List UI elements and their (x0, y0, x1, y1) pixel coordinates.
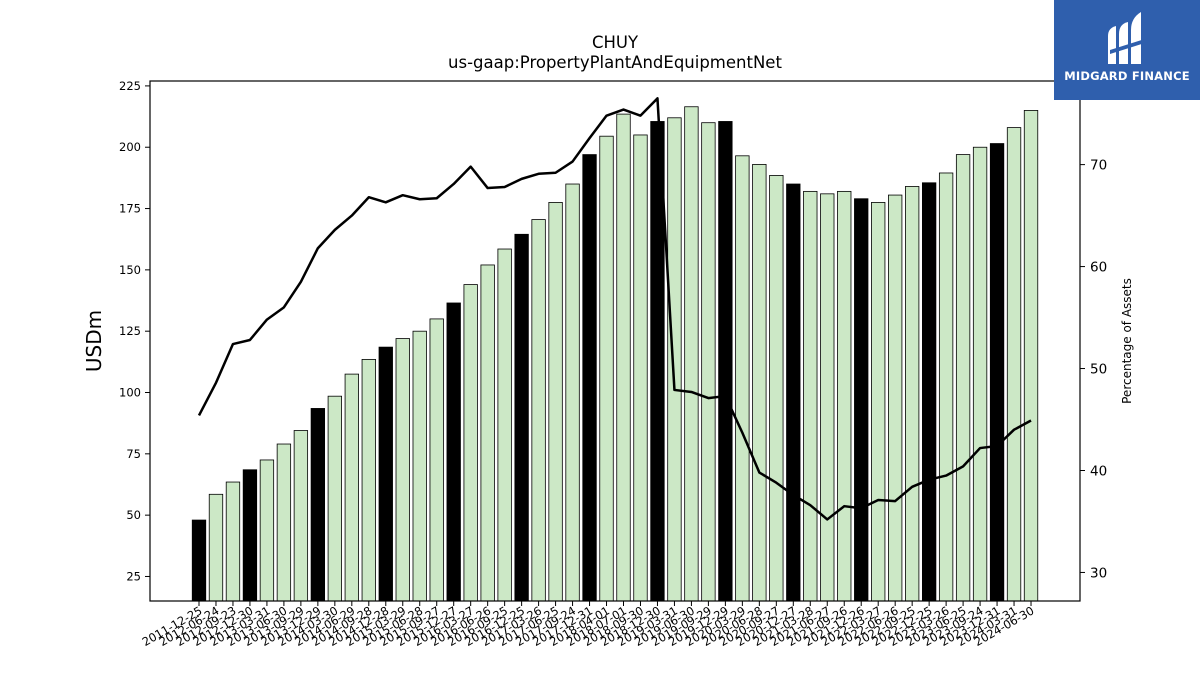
bar-2022-03-27 (871, 202, 886, 602)
bar-2015-12-27 (446, 302, 461, 602)
bar-2013-09-29 (293, 430, 309, 602)
bar-2021-09-26 (837, 190, 852, 602)
bar-2014-06-29 (344, 373, 359, 602)
chart-subtitle: us-gaap:PropertyPlantAndEquipmentNet (448, 53, 782, 72)
bar-2017-12-31 (582, 154, 597, 602)
bar-2012-12-30 (242, 469, 258, 602)
axes (149, 80, 1081, 602)
percentage-of-assets-line (197, 97, 1032, 521)
bar-2018-04-01 (599, 135, 614, 602)
bar-2021-03-28 (803, 190, 818, 602)
bar-2019-09-29 (701, 122, 716, 602)
bar-2013-12-29 (310, 408, 326, 602)
bar-2017-03-26 (531, 219, 546, 602)
bar-2011-12-25 (191, 519, 207, 602)
bar-2019-06-30 (684, 106, 699, 602)
bar-2018-09-30 (633, 134, 648, 602)
bar-2016-09-25 (497, 248, 512, 602)
bar-2015-09-27 (429, 318, 444, 602)
y-axis-right-label: Percentage of Assets (1120, 278, 1134, 404)
bar-2016-03-27 (463, 284, 478, 602)
y-tick-label: 175 (119, 202, 141, 216)
bar-2020-09-27 (769, 175, 784, 602)
bar-2023-03-26 (938, 172, 954, 602)
bar-2024-06-30 (1023, 110, 1039, 602)
bar-2012-06-24 (208, 493, 224, 602)
bar-2019-12-29 (718, 121, 733, 602)
brand-logo: MIDGARD FINANCE (1054, 0, 1200, 100)
y-right-tick-label: 40 (1090, 463, 1107, 479)
y-right-tick-label: 70 (1090, 158, 1107, 174)
chart-title: CHUY (592, 33, 639, 52)
bar-2012-09-23 (225, 481, 241, 602)
y-axis-label: USDm (82, 310, 106, 372)
bar-2017-09-24 (565, 183, 580, 602)
bar-2016-12-25 (514, 233, 529, 602)
bar-2021-12-26 (854, 198, 869, 602)
bar-2022-06-26 (888, 194, 903, 602)
bar-2014-09-28 (361, 358, 376, 602)
bar-2019-03-31 (667, 117, 682, 602)
bar-2021-06-27 (820, 193, 835, 602)
bar-2014-03-30 (327, 395, 342, 602)
y-tick-label: 125 (119, 324, 141, 338)
x-axis-ticks: 2011-12-252012-06-242012-09-232012-12-30… (140, 601, 1037, 649)
bar-2013-06-30 (276, 443, 292, 602)
bar-series (191, 106, 1039, 602)
bar-2017-06-25 (548, 202, 563, 602)
y-right-tick-label: 50 (1090, 362, 1107, 378)
bar-2024-03-31 (1006, 127, 1022, 602)
y-tick-label: 150 (119, 263, 141, 277)
bar-2023-12-31 (989, 143, 1005, 602)
y-tick-label: 100 (119, 386, 141, 400)
plot-frame (149, 80, 1081, 602)
bar-2022-12-25 (921, 182, 937, 602)
bar-2015-03-29 (395, 338, 410, 602)
y-tick-label: 50 (126, 508, 141, 522)
y-right-tick-label: 60 (1090, 260, 1107, 276)
y-axis-ticks: 25 50 75 100 125 150 175 200 225 (119, 79, 150, 583)
y-axis-right-ticks: 30 40 50 60 70 (1080, 158, 1107, 581)
brand-mark-icon (1108, 12, 1148, 64)
bar-2016-06-26 (480, 264, 495, 602)
bar-2023-09-24 (972, 146, 988, 602)
y-tick-label: 25 (126, 569, 141, 583)
line-series (197, 97, 1032, 521)
y-tick-label: 225 (119, 79, 141, 93)
bar-2014-12-28 (378, 346, 393, 602)
bar-2018-07-01 (616, 113, 631, 602)
y-right-tick-label: 30 (1090, 565, 1107, 581)
y-tick-label: 200 (119, 140, 141, 154)
y-tick-label: 75 (126, 447, 141, 461)
bar-2015-06-28 (412, 330, 427, 602)
bar-2020-03-29 (735, 155, 750, 602)
bar-2020-12-27 (786, 183, 801, 602)
bar-2022-09-25 (905, 186, 920, 602)
bar-2020-06-28 (752, 163, 767, 602)
bar-2023-06-25 (955, 154, 971, 602)
bar-2013-03-31 (259, 459, 275, 602)
brand-name: MIDGARD FINANCE (1064, 69, 1190, 83)
